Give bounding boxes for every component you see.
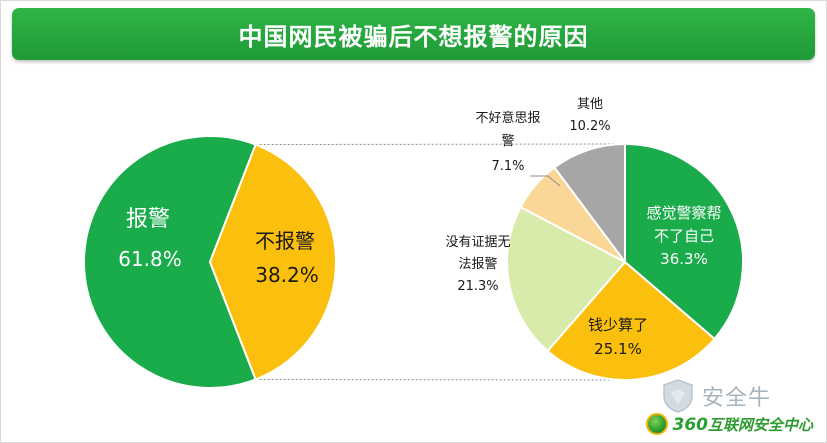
logo-number: 360 (672, 414, 708, 435)
pie1-label-1: 不报警 (255, 229, 315, 253)
pie2-slice-2 (506, 205, 627, 353)
pie2-label-3-line-0: 不好意思报 (475, 110, 540, 126)
pie1-value-1: 38.2% (255, 263, 319, 287)
shield-icon (663, 379, 693, 413)
pie2-label-1-line-0: 钱少算了 (588, 316, 648, 334)
connector-line-bottom (255, 378, 626, 381)
pie1-slice-1 (208, 143, 337, 381)
pie2-label-3-line-1: 警 (501, 133, 514, 149)
watermark-text: 安全牛 (702, 386, 772, 411)
footer-logo: 360互联网安全中心 (646, 412, 813, 436)
pie2-label-4-line-0: 其他 (577, 97, 603, 112)
pie1-value-0: 61.8% (118, 247, 182, 271)
pie2-label-2-line-1: 法报警 (458, 256, 497, 272)
pie1-slice-0 (83, 135, 257, 389)
pie2-slice-1 (546, 260, 716, 381)
pie2-label-0-line-0: 感觉警察帮 (646, 204, 721, 222)
pie2-value-4: 10.2% (569, 119, 610, 134)
pie2-label-0-line-1: 不了自己 (654, 227, 714, 245)
leader-line (530, 175, 561, 187)
pie2-value-3: 7.1% (491, 159, 524, 174)
pie2-value-1: 25.1% (594, 340, 642, 358)
globe-logo-icon (646, 413, 669, 435)
pie2-value-0: 36.3% (660, 250, 708, 268)
watermark: 安全牛 (660, 378, 800, 414)
logo-text: 互联网安全中心 (707, 415, 813, 434)
chart-title: 中国网民被骗后不想报警的原因 (238, 22, 589, 51)
pie2-value-2: 21.3% (457, 279, 498, 294)
pie2-slice-4 (553, 142, 626, 266)
title-bar: 中国网民被骗后不想报警的原因 (12, 8, 815, 60)
pie1-label-0: 报警 (126, 207, 170, 232)
connector-line-top (255, 143, 626, 146)
pie2-label-2-line-0: 没有证据无 (445, 235, 510, 250)
pie2-slice-0 (624, 142, 744, 341)
